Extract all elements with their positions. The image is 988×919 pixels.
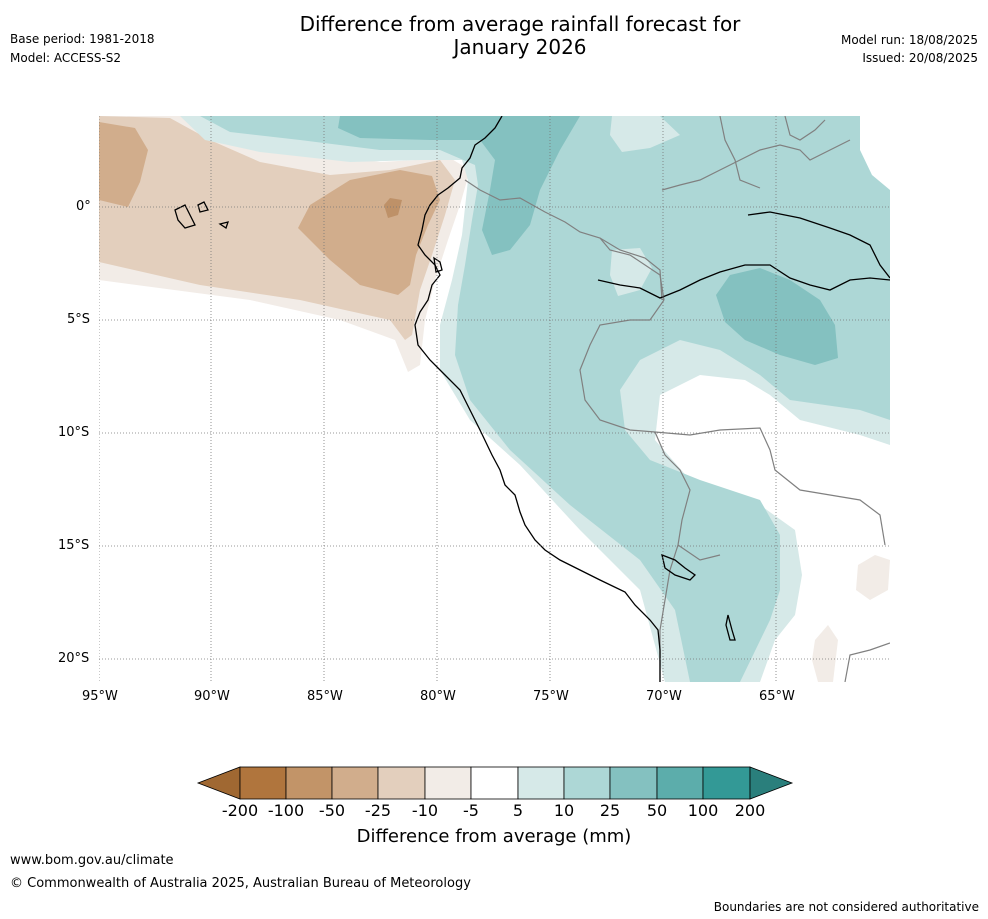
colorbar-tick: -100 (267, 801, 305, 820)
colorbar-tick: -5 (463, 801, 479, 820)
coastlines (174, 116, 890, 682)
lat-label-5s: 5°S (67, 312, 91, 327)
lon-label-90w: 90°W (194, 689, 230, 704)
colorbar-swatch (239, 766, 287, 800)
colorbar-tick: -25 (364, 801, 392, 820)
colorbar (196, 766, 794, 800)
colorbar-tick: -50 (318, 801, 346, 820)
colorbar-swatch (702, 766, 751, 800)
wet-light-region (200, 116, 890, 682)
colorbar-swatch (377, 766, 426, 800)
colorbar-tick: 25 (599, 801, 621, 820)
title-line-2: January 2026 (453, 35, 587, 59)
colorbar-extend-low (196, 766, 241, 800)
colorbar-tick: 200 (734, 801, 766, 820)
lon-label-80w: 80°W (420, 689, 456, 704)
base-period-label: Base period: 1981-2018 (10, 32, 155, 46)
issued-label: Issued: 20/08/2025 (862, 51, 978, 65)
colorbar-swatch (609, 766, 658, 800)
colorbar-swatch (424, 766, 472, 800)
wet-faint-pocket-2 (610, 248, 652, 296)
model-label: Model: ACCESS-S2 (10, 51, 122, 65)
wet-faint-pocket (610, 116, 680, 152)
dry-faint-pocket-se (856, 555, 890, 600)
copyright-text: © Commonwealth of Australia 2025, Austra… (10, 876, 471, 891)
graticule (99, 116, 890, 682)
lon-label-95w: 95°W (82, 689, 118, 704)
lon-label-75w: 75°W (533, 689, 569, 704)
lat-label-10s: 10°S (58, 425, 90, 440)
colorbar-swatch (563, 766, 611, 800)
dry-strong-spot (384, 198, 402, 218)
map-title: Difference from average rainfall forecas… (220, 13, 820, 59)
colorbar-extend-high (749, 766, 794, 800)
colorbar-swatch (656, 766, 704, 800)
lon-label-85w: 85°W (307, 689, 343, 704)
colorbar-swatch (470, 766, 519, 800)
model-run-label: Model run: 18/08/2025 (840, 33, 978, 47)
website-link[interactable]: www.bom.gov.au/climate (10, 853, 174, 868)
colorbar-tick: 50 (646, 801, 668, 820)
colorbar-title: Difference from average (mm) (356, 826, 632, 847)
title-line-1: Difference from average rainfall forecas… (299, 12, 741, 36)
dry-faint-pocket-s (812, 625, 838, 682)
colorbar-tick: 100 (687, 801, 719, 820)
dry-medium-region-east (298, 170, 440, 295)
colorbar-swatch (331, 766, 379, 800)
colorbar-tick: -10 (411, 801, 439, 820)
lon-label-65w: 65°W (759, 689, 795, 704)
colorbar-tick: 10 (553, 801, 575, 820)
wet-medium-region-amazon (716, 268, 838, 365)
country-borders (464, 116, 890, 682)
colorbar-tick: -200 (221, 801, 259, 820)
lat-label-15s: 15°S (58, 538, 90, 553)
disclaimer-text: Boundaries are not considered authoritat… (713, 900, 979, 914)
white-pocket-ne (860, 116, 890, 190)
lon-label-70w: 70°W (646, 689, 682, 704)
lat-label-0: 0° (76, 199, 91, 214)
colorbar-swatch (517, 766, 565, 800)
dry-medium-region-west (99, 122, 148, 207)
lat-label-20s: 20°S (58, 651, 90, 666)
colorbar-swatch (285, 766, 333, 800)
wet-medium-region-north (338, 116, 580, 255)
colorbar-tick: 5 (512, 801, 524, 820)
